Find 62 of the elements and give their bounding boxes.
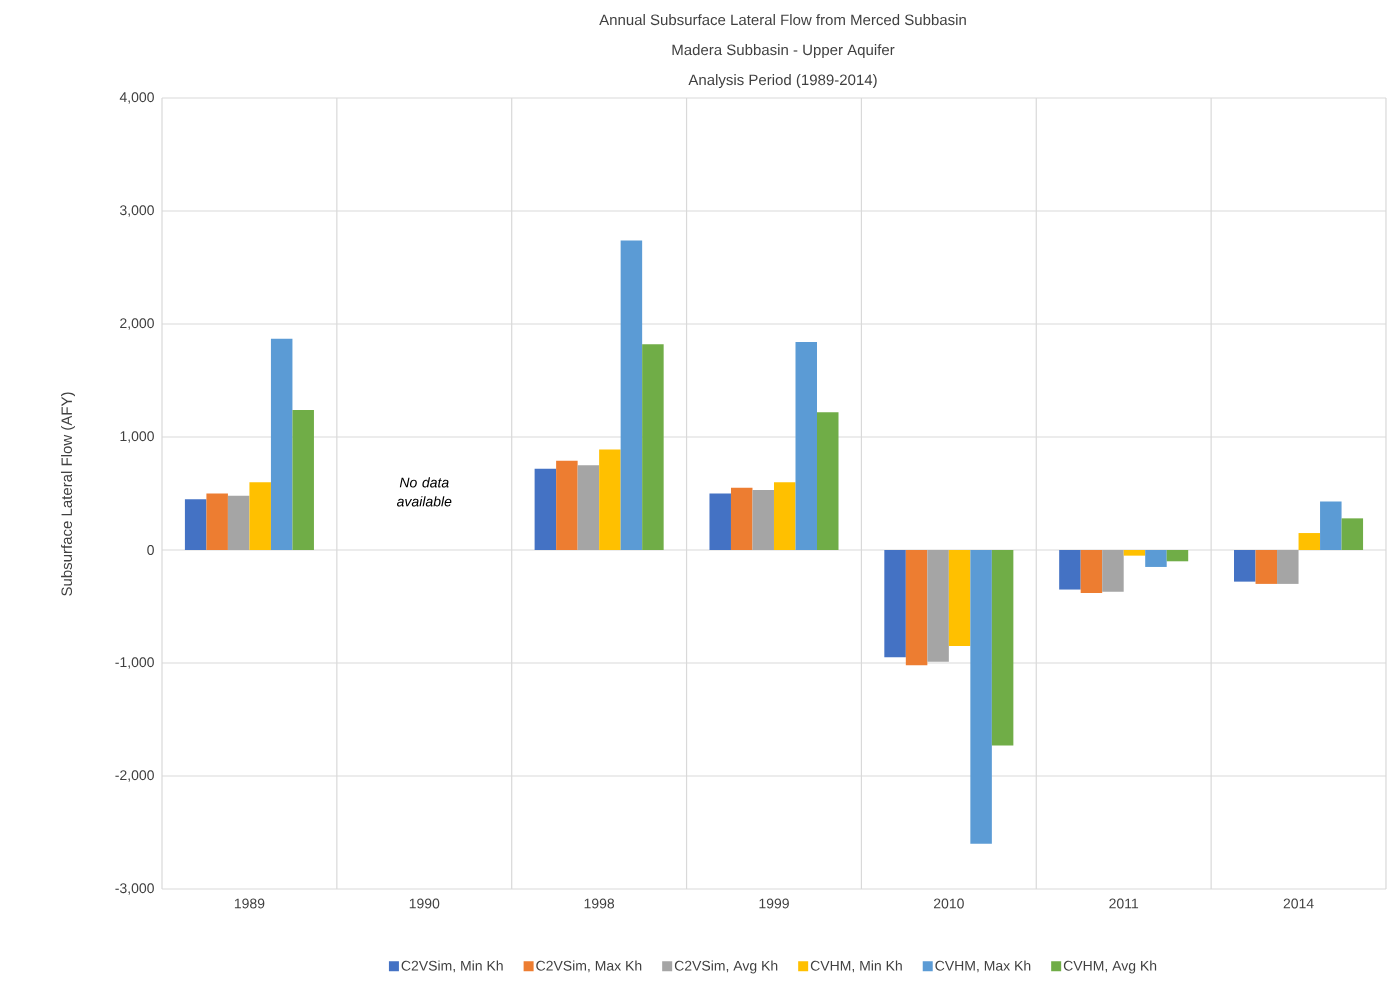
y-tick-label: -1,000 bbox=[115, 657, 154, 669]
bar bbox=[270, 338, 293, 550]
bar bbox=[1059, 550, 1081, 590]
legend-label: C2VSim, Max Kh bbox=[536, 960, 642, 973]
bar bbox=[1255, 550, 1278, 584]
bar bbox=[948, 550, 971, 647]
legend-label: CVHM, Avg Kh bbox=[1063, 960, 1157, 974]
bar bbox=[773, 482, 796, 550]
y-tick-label: 3,000 bbox=[119, 205, 154, 217]
bar bbox=[1166, 550, 1189, 562]
bar bbox=[795, 342, 817, 550]
y-tick-label: 1,000 bbox=[120, 431, 154, 443]
y-tick-label: -3,000 bbox=[115, 883, 154, 895]
y-axis-title: Subsurface Lateral Flow (AFY) bbox=[61, 392, 75, 596]
bar bbox=[970, 550, 992, 844]
bar bbox=[206, 493, 228, 550]
bar bbox=[184, 499, 207, 550]
bar bbox=[709, 493, 731, 550]
bar bbox=[534, 468, 557, 550]
legend-label: CVHM, Min Kh bbox=[810, 960, 902, 973]
bar bbox=[1320, 501, 1342, 550]
chart-subtitle: Madera Subbasin - Upper Aquifer bbox=[672, 44, 895, 59]
y-tick-label: 4,000 bbox=[119, 92, 154, 104]
bar bbox=[927, 550, 949, 662]
bar bbox=[1123, 550, 1146, 556]
bar bbox=[884, 550, 906, 658]
bar bbox=[1080, 550, 1103, 593]
x-tick-label: 1999 bbox=[759, 898, 789, 909]
bar bbox=[1234, 550, 1256, 582]
chart-title: Annual Subsurface Lateral Flow from Merced Subbasin bbox=[599, 14, 966, 26]
bar bbox=[1102, 550, 1124, 592]
bar bbox=[249, 482, 271, 550]
x-tick-label: 1989 bbox=[234, 898, 265, 909]
bar bbox=[905, 550, 928, 666]
bar bbox=[730, 487, 753, 550]
bar bbox=[1145, 550, 1167, 567]
bar bbox=[227, 495, 250, 550]
y-tick-label: -2,000 bbox=[115, 770, 154, 782]
bar bbox=[292, 409, 314, 550]
x-tick-label: 2010 bbox=[933, 898, 964, 909]
legend-label: C2VSim, Min Kh bbox=[401, 960, 503, 973]
bar bbox=[1298, 533, 1321, 550]
text: Analysis Period (1989-2014) bbox=[688, 74, 877, 89]
bar bbox=[577, 465, 600, 550]
bar bbox=[1277, 550, 1299, 584]
annotation: No data available bbox=[396, 477, 452, 507]
bar bbox=[1341, 518, 1364, 550]
x-tick-label: 1990 bbox=[409, 898, 440, 909]
x-tick-label: 1998 bbox=[584, 898, 615, 909]
bar bbox=[752, 490, 774, 550]
bar bbox=[991, 550, 1014, 746]
bar bbox=[642, 344, 664, 550]
y-tick-label: 2,000 bbox=[120, 318, 154, 330]
x-tick-label: 2011 bbox=[1109, 898, 1139, 909]
x-tick-label: 2014 bbox=[1283, 898, 1314, 909]
bar bbox=[599, 449, 621, 550]
bar bbox=[817, 412, 839, 550]
legend-label: C2VSim, Avg Kh bbox=[674, 960, 778, 974]
legend-label: CVHM, Max Kh bbox=[935, 960, 1031, 973]
bar bbox=[620, 240, 643, 550]
y-tick-label: 0 bbox=[147, 545, 154, 555]
bar bbox=[556, 460, 578, 550]
